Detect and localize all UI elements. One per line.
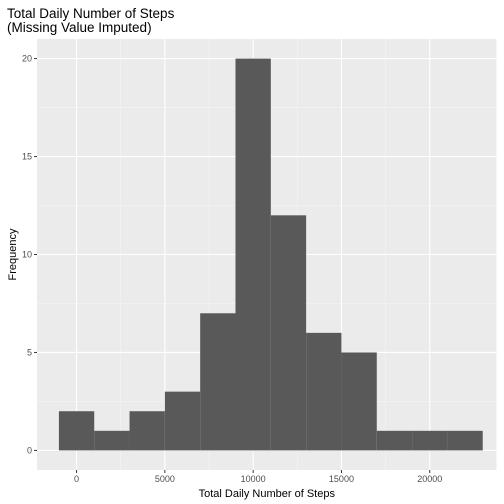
x-axis-ticks: 0 5000 10000 15000 20000: [74, 470, 442, 484]
histogram-bar: [447, 430, 483, 451]
histogram-bar: [306, 332, 342, 451]
chart-title-line-1: Total Daily Number of Steps: [7, 6, 175, 21]
histogram-bar: [94, 430, 130, 451]
histogram-bar: [235, 58, 271, 451]
x-tick-label: 10000: [241, 474, 266, 484]
histogram-bar: [341, 352, 377, 451]
x-axis-title: Total Daily Number of Steps: [199, 488, 336, 500]
y-tick-label: 20: [22, 54, 32, 64]
histogram-bar: [270, 215, 307, 451]
x-tick-label: 0: [74, 474, 79, 484]
histogram-bar: [376, 430, 413, 451]
x-tick-label: 15000: [329, 474, 354, 484]
x-tick-label: 20000: [417, 474, 442, 484]
y-axis-title: Frequency: [7, 228, 19, 280]
histogram-bar: [164, 391, 201, 451]
y-tick-label: 5: [27, 347, 32, 357]
y-tick-label: 15: [22, 152, 32, 162]
histogram-bar: [412, 430, 448, 451]
histogram-bar: [58, 411, 95, 451]
y-axis-ticks: 0 5 10 15 20: [22, 54, 37, 455]
histogram-bar: [129, 411, 165, 451]
histogram-bars: [58, 58, 483, 451]
y-tick-label: 10: [22, 250, 32, 260]
histogram-bar: [200, 313, 236, 451]
y-tick-label: 0: [27, 445, 32, 455]
x-tick-label: 5000: [155, 474, 175, 484]
chart-title-line-2: (Missing Value Imputed): [7, 20, 152, 35]
